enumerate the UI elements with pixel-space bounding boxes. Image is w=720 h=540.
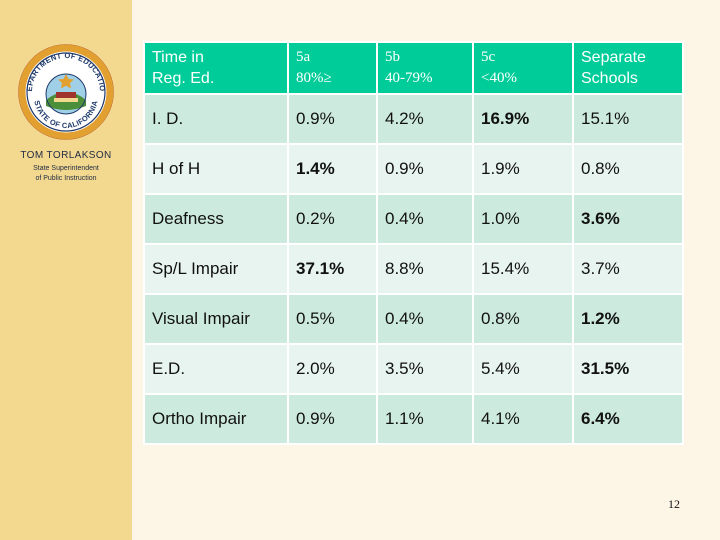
table-cell: 2.0% [287, 343, 378, 395]
table-cell: 1.9% [472, 143, 574, 195]
table-row: Visual Impair 0.5% 0.4% 0.8% 1.2% [143, 293, 684, 345]
row-label: Ortho Impair [143, 393, 289, 445]
table-row: Sp/L Impair 37.1% 8.8% 15.4% 3.7% [143, 243, 684, 295]
header-separate-schools: Separate Schools [572, 41, 684, 95]
header-time-in-reg-ed: Time in Reg. Ed. [143, 41, 289, 95]
table-cell: 4.2% [376, 93, 474, 145]
table-cell: 0.4% [376, 293, 474, 345]
header-line2: Schools [581, 70, 638, 87]
table-cell: 0.9% [287, 93, 378, 145]
table-row: Ortho Impair 0.9% 1.1% 4.1% 6.4% [143, 393, 684, 445]
superintendent-title: State Superintendent of Public Instructi… [0, 164, 132, 184]
table-row: I. D. 0.9% 4.2% 16.9% 15.1% [143, 93, 684, 145]
row-label: Sp/L Impair [143, 243, 289, 295]
table-cell: 8.8% [376, 243, 474, 295]
table-cell: 3.6% [572, 193, 684, 245]
header-5c: 5c <40% [472, 41, 574, 95]
table-row: E.D. 2.0% 3.5% 5.4% 31.5% [143, 343, 684, 395]
placement-table: Time in Reg. Ed. 5a 80%≥ 5b 40-79% 5c <4… [143, 41, 684, 445]
header-line2: 40-79% [385, 70, 433, 86]
table-cell: 0.8% [472, 293, 574, 345]
table-cell: 0.9% [376, 143, 474, 195]
header-line1: 5c [481, 49, 496, 65]
row-label: H of H [143, 143, 289, 195]
table-cell: 37.1% [287, 243, 378, 295]
row-label: Visual Impair [143, 293, 289, 345]
superintendent-title-line1: State Superintendent [33, 165, 99, 172]
table-cell: 1.0% [472, 193, 574, 245]
table-header-row: Time in Reg. Ed. 5a 80%≥ 5b 40-79% 5c <4… [143, 41, 684, 95]
header-line1: Time in [152, 49, 204, 66]
row-label: I. D. [143, 93, 289, 145]
table-cell: 1.2% [572, 293, 684, 345]
sidebar: DEPARTMENT OF EDUCATION STATE OF CALIFOR… [0, 0, 132, 540]
table-cell: 15.1% [572, 93, 684, 145]
header-line1: 5a [296, 49, 311, 65]
superintendent-name: TOM TORLAKSON [20, 150, 112, 161]
header-line1: Separate [581, 49, 646, 66]
table-cell: 5.4% [472, 343, 574, 395]
header-line2: Reg. Ed. [152, 70, 215, 87]
table-cell: 0.8% [572, 143, 684, 195]
table-body: I. D. 0.9% 4.2% 16.9% 15.1% H of H 1.4% 0.9% 1.9… [143, 93, 684, 445]
row-label: E.D. [143, 343, 289, 395]
table-cell: 16.9% [472, 93, 574, 145]
table-cell: 6.4% [572, 393, 684, 445]
table-cell: 15.4% [472, 243, 574, 295]
page-number: 12 [668, 497, 680, 511]
table-row: H of H 1.4% 0.9% 1.9% 0.8% [143, 143, 684, 195]
table-cell: 0.9% [287, 393, 378, 445]
table-cell: 31.5% [572, 343, 684, 395]
table-cell: 0.4% [376, 193, 474, 245]
header-line2: 80%≥ [296, 70, 332, 86]
table-cell: 1.1% [376, 393, 474, 445]
california-department-of-education-seal: DEPARTMENT OF EDUCATION STATE OF CALIFOR… [18, 44, 114, 140]
table-cell: 0.2% [287, 193, 378, 245]
table-cell: 4.1% [472, 393, 574, 445]
table-cell: 3.7% [572, 243, 684, 295]
table-cell: 3.5% [376, 343, 474, 395]
header-line1: 5b [385, 49, 400, 65]
superintendent-title-line2: of Public Instruction [35, 175, 97, 182]
header-5a: 5a 80%≥ [287, 41, 378, 95]
row-label: Deafness [143, 193, 289, 245]
table-row: Deafness 0.2% 0.4% 1.0% 3.6% [143, 193, 684, 245]
header-line2: <40% [481, 70, 517, 86]
table-cell: 0.5% [287, 293, 378, 345]
table-cell: 1.4% [287, 143, 378, 195]
header-5b: 5b 40-79% [376, 41, 474, 95]
